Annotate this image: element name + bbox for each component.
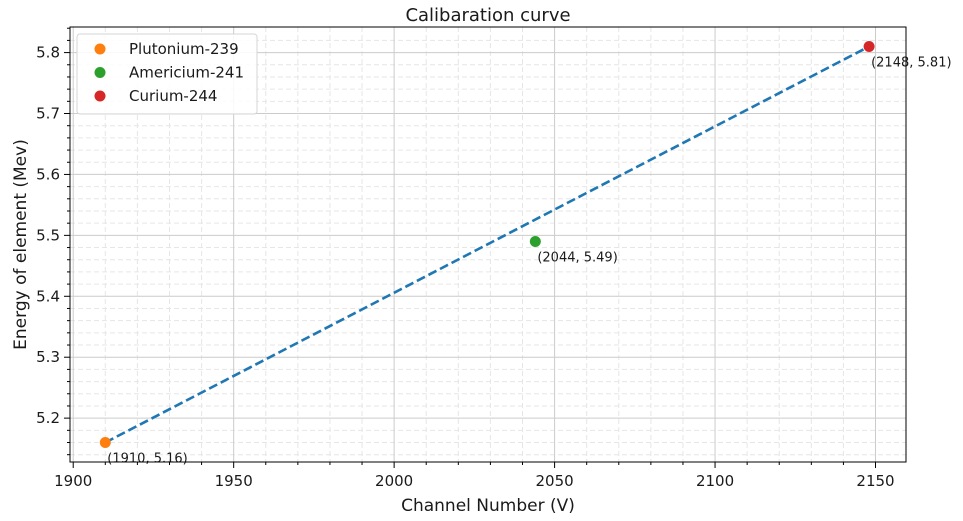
data-point [529,235,541,247]
data-point [863,40,875,52]
y-tick-label: 5.3 [36,348,60,366]
y-tick-label: 5.5 [36,226,60,244]
point-annotation: (2044, 5.49) [537,250,617,265]
plot-frame [69,26,907,463]
x-tick-label: 1950 [215,472,253,490]
y-axis-label: Energy of element (Mev) [11,139,31,350]
minor-grid [70,27,906,462]
data-point [99,437,111,449]
legend-marker [94,90,106,102]
legend-marker [94,67,106,78]
x-tick-label: 2050 [535,472,573,490]
legend-label: Americium-241 [129,64,244,82]
point-annotation: (2148, 5.81) [871,55,951,70]
legend-marker [94,43,106,55]
legend-box [76,33,258,115]
point-annotation: (1910, 5.16) [107,452,187,467]
x-tick-label: 2150 [856,472,894,490]
legend: Plutonium-239 Americium-241 Curium-244 [76,33,258,115]
x-tick-label: 1900 [54,472,92,490]
legend-label: Curium-244 [129,87,217,105]
y-tick-label: 5.7 [36,105,60,123]
y-tick-label: 5.4 [36,287,60,305]
y-tick-label: 5.2 [36,409,60,427]
x-tick-label: 2100 [696,472,734,490]
fit-line [104,45,870,444]
y-tick-label: 5.6 [36,165,60,183]
y-tick-label: 5.8 [36,44,60,62]
x-axis-label: Channel Number (V) [401,496,575,516]
point-annotations: (1910, 5.16) (2044, 5.49) (2148, 5.81) [107,55,951,466]
data-points-layer [99,40,875,449]
legend-label: Plutonium-239 [129,40,239,58]
fit-line-layer [104,45,870,444]
x-tick-label: 2000 [375,472,413,490]
axis-ticks: 1900 1950 2000 2050 2100 2150 5.2 5.3 5.4 5.5 5.6 5… [36,27,895,490]
chart-title: Calibaration curve [405,5,570,26]
